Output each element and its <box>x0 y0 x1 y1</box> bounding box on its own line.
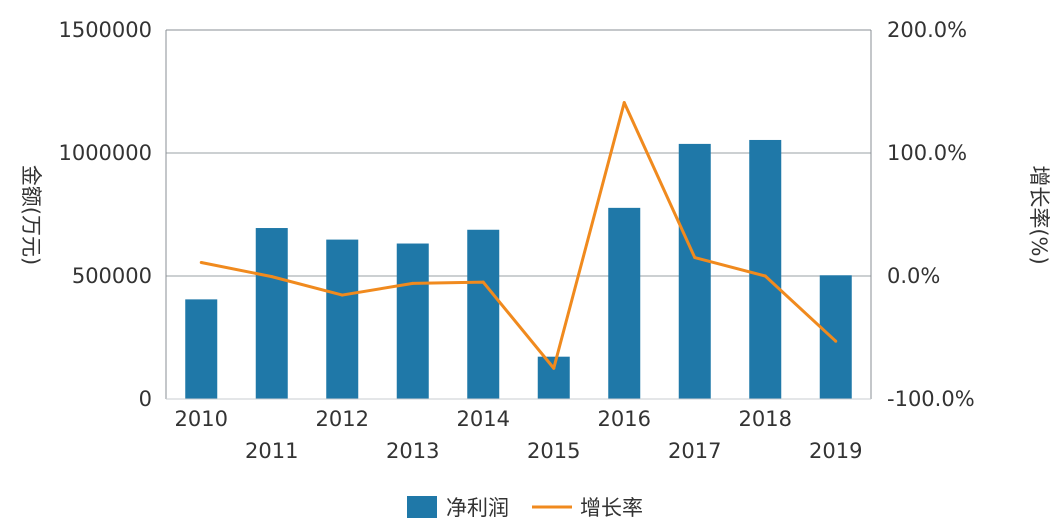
x-tick-label: 2017 <box>668 439 721 463</box>
right-axis-ticks: -100.0% 0.0% 100.0% 200.0% <box>887 18 975 411</box>
x-tick-label: 2011 <box>245 439 298 463</box>
line-point-2014 <box>481 280 485 284</box>
x-tick-label: 2016 <box>598 407 651 431</box>
x-tick-label: 2018 <box>739 407 792 431</box>
left-axis-ticks: 0 500000 1000000 1500000 <box>58 18 152 411</box>
x-tick-label: 2012 <box>316 407 369 431</box>
x-tick-label: 2015 <box>527 439 580 463</box>
bar-2010 <box>185 299 218 399</box>
x-tick-label: 2013 <box>386 439 439 463</box>
growth-rate-line <box>200 101 837 370</box>
bar-2013 <box>396 243 429 399</box>
right-tick-label: 200.0% <box>887 18 967 42</box>
bar-series <box>185 139 852 399</box>
bar-2012 <box>326 239 359 399</box>
line-series <box>199 101 838 370</box>
right-tick-label: -100.0% <box>887 387 975 411</box>
x-tick-label: 2010 <box>175 407 228 431</box>
bar-2019 <box>819 275 852 399</box>
line-point-2010 <box>199 260 203 264</box>
line-point-2019 <box>834 339 838 343</box>
legend-label-line: 增长率 <box>580 496 643 520</box>
left-tick-label: 0 <box>139 387 152 411</box>
left-tick-label: 1000000 <box>58 141 152 165</box>
left-tick-label: 1500000 <box>58 18 152 42</box>
bar-2014 <box>467 229 500 399</box>
right-tick-label: 0.0% <box>887 264 940 288</box>
x-tick-label: 2019 <box>809 439 862 463</box>
line-point-2013 <box>411 281 415 285</box>
left-axis-title: 金额(万元) <box>19 165 43 265</box>
line-point-2015 <box>552 366 556 370</box>
legend: 净利润 增长率 <box>407 496 643 520</box>
x-tick-label: 2014 <box>457 407 510 431</box>
line-point-2017 <box>693 256 697 260</box>
right-tick-label: 100.0% <box>887 141 967 165</box>
bar-2016 <box>608 207 641 399</box>
left-tick-label: 500000 <box>72 264 152 288</box>
bar-2011 <box>255 228 288 399</box>
plot-frame <box>165 29 872 400</box>
x-axis-ticks: 2010 2011 2012 2013 2014 2015 2016 2017 2018 2019 <box>175 407 863 463</box>
line-point-2016 <box>622 101 626 105</box>
legend-swatch-bar <box>407 496 437 518</box>
line-point-2018 <box>763 274 767 278</box>
legend-label-bar: 净利润 <box>446 496 509 520</box>
bar-2017 <box>678 143 711 399</box>
line-point-2011 <box>270 275 274 279</box>
bar-2018 <box>749 139 782 399</box>
right-axis-title: 增长率(%) <box>1027 165 1051 264</box>
line-point-2012 <box>340 293 344 297</box>
